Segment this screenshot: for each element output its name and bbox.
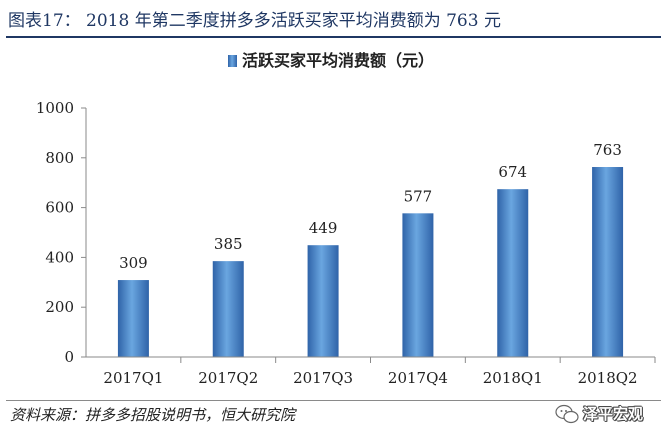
chart-legend: 活跃买家平均消费额（元）	[228, 51, 434, 70]
bar-chart: 活跃买家平均消费额（元） 0 200 400 600 800 1000 309 385 449…	[36, 51, 656, 387]
title-rule	[6, 36, 661, 38]
bar-2017Q4	[402, 213, 434, 357]
x-tick-label: 2017Q1	[103, 369, 163, 387]
y-tick-label: 1000	[36, 99, 74, 117]
watermark: 泽平宏观	[555, 400, 665, 428]
data-label-2017Q2: 385	[214, 235, 243, 253]
y-tick-label: 200	[45, 298, 74, 316]
x-tick-label: 2017Q2	[198, 369, 258, 387]
y-tick-label: 600	[45, 199, 74, 217]
y-tick-label: 0	[64, 348, 74, 366]
y-axis: 0 200 400 600 800 1000	[36, 99, 87, 366]
data-label-2017Q1: 309	[119, 254, 148, 272]
legend-label: 活跃买家平均消费额（元）	[242, 51, 434, 70]
bar-2017Q1	[117, 280, 149, 357]
figure-title: 图表17： 2018 年第二季度拼多多活跃买家平均消费额为 763 元	[8, 11, 501, 31]
bar-2018Q1	[497, 189, 529, 357]
data-label-2018Q2: 763	[593, 141, 622, 159]
data-label-2018Q1: 674	[498, 163, 527, 181]
x-tick-label: 2018Q2	[578, 369, 638, 387]
x-tick-label: 2017Q4	[388, 369, 448, 387]
data-label-2017Q3: 449	[309, 219, 338, 237]
source-note: 资料来源：拼多多招股说明书，恒大研究院	[10, 406, 296, 424]
data-label-2017Q4: 577	[404, 187, 433, 205]
y-tick-label: 800	[45, 149, 74, 167]
bar-2017Q3	[307, 245, 339, 357]
x-axis: 2017Q1 2017Q2 2017Q3 2017Q4 2018Q1 2018Q2	[86, 356, 656, 387]
legend-swatch	[228, 55, 237, 67]
x-tick-label: 2018Q1	[483, 369, 543, 387]
bar-2017Q2	[212, 261, 244, 357]
wechat-icon	[555, 404, 579, 424]
bars: 309 385 449 577 674 763	[117, 141, 624, 357]
x-tick-label: 2017Q3	[293, 369, 353, 387]
watermark-text: 泽平宏观	[583, 405, 644, 423]
y-tick-label: 400	[45, 248, 74, 266]
bar-2018Q2	[592, 167, 624, 357]
source-rule	[6, 400, 661, 401]
